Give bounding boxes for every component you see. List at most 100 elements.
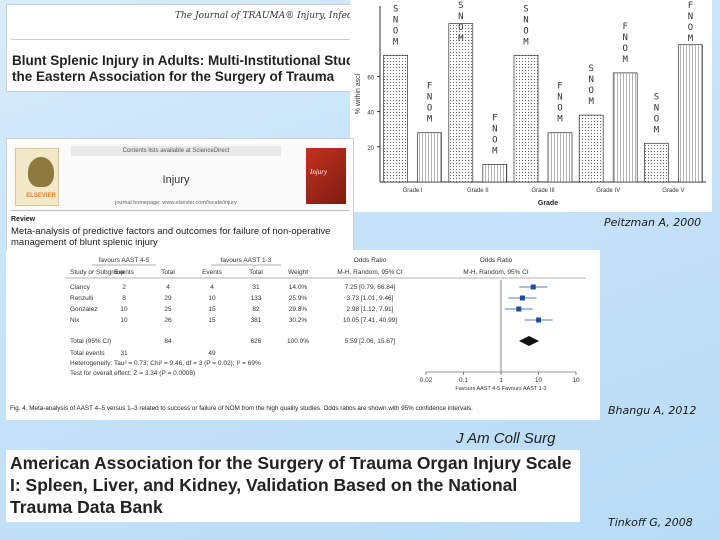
or-axis-tick-label-2: 1 bbox=[499, 377, 503, 384]
row-cell-0-4: 14.0% bbox=[289, 284, 308, 291]
group-a-header: favours AAST 4-5 bbox=[99, 257, 150, 264]
bar-label-letter: M bbox=[458, 34, 464, 44]
row-study-1: Renzulli bbox=[70, 295, 93, 302]
bar-fnom-1 bbox=[482, 164, 508, 183]
bar-label-letter: N bbox=[557, 93, 562, 103]
total-study: Total (95% CI) bbox=[70, 338, 111, 345]
or-header-2: Odds Ratio bbox=[480, 257, 513, 264]
bar-label-letter: F bbox=[688, 1, 693, 11]
column-header-0: Study or Subgroup bbox=[70, 269, 125, 276]
row-cell-3-3: 381 bbox=[251, 317, 262, 324]
bar-label-letter: M bbox=[622, 55, 628, 65]
bar-label-letter: N bbox=[654, 103, 659, 113]
bar-label-letter: M bbox=[523, 37, 529, 47]
bar-label-letter: F bbox=[427, 82, 432, 92]
bar-label-letter: M bbox=[393, 37, 399, 47]
row-study-0: Clancy bbox=[70, 284, 91, 291]
bar-label-letter: M bbox=[588, 97, 594, 107]
bar-label-letter: N bbox=[588, 75, 593, 85]
total-weight: 100.0% bbox=[287, 338, 309, 345]
row-study-2: Gonzalez bbox=[70, 306, 97, 313]
or-axis-tick-label-4: 10 bbox=[572, 377, 580, 384]
or-axis-tick-label-1: 0.1 bbox=[459, 377, 468, 384]
bar-label-letter: O bbox=[654, 114, 659, 124]
caption-bhangu: Bhangu A, 2012 bbox=[608, 404, 697, 417]
or-axis-tick-label-0: 0.02 bbox=[420, 377, 433, 384]
heterogeneity-text: Heterogeneity: Tau² = 0.73; Chi² = 9.46,… bbox=[70, 360, 261, 367]
forest-plot: favours AAST 4-5 favours AAST 1-3 Odds Rat… bbox=[6, 250, 600, 420]
column-header-4: Total bbox=[249, 269, 263, 276]
bar-label-letter: F bbox=[557, 82, 562, 92]
bar-label-letter: N bbox=[492, 124, 497, 134]
bar-label-letter: S bbox=[523, 4, 528, 14]
aast-article-title: American Association for the Surgery of … bbox=[10, 453, 572, 517]
x-axis-label: Grade bbox=[538, 200, 558, 207]
bar-snom-3 bbox=[578, 114, 604, 183]
injury-article-clipping: ELSEVIER Contents lists available at Sci… bbox=[6, 138, 354, 252]
bar-label-letter: F bbox=[492, 113, 497, 123]
bar-label-letter: S bbox=[654, 92, 659, 102]
aast-article-clipping: American Association for the Surgery of … bbox=[6, 450, 580, 522]
bar-label-letter: S bbox=[458, 1, 463, 11]
y-tick-label-1: 40 bbox=[367, 111, 374, 117]
forest-plot-svg: favours AAST 4-5 favours AAST 1-3 Odds Rat… bbox=[10, 257, 586, 412]
bar-fnom-0 bbox=[417, 132, 442, 183]
section-label: Review bbox=[11, 216, 36, 223]
bar-label-letter: O bbox=[588, 86, 593, 96]
figure-caption: Fig. 4. Meta-analysis of AAST 4–5 versus… bbox=[10, 405, 473, 412]
row-cell-0-0: 2 bbox=[122, 284, 126, 291]
row-ci-1: 3.73 [1.01, 9.46] bbox=[347, 295, 394, 302]
contents-line: Contents lists available at ScienceDirec… bbox=[71, 146, 281, 156]
bar-fnom-2 bbox=[547, 132, 573, 183]
bar-snom-0 bbox=[383, 54, 408, 183]
bar-label-letter: N bbox=[688, 12, 693, 22]
row-point-0 bbox=[530, 284, 536, 290]
events-e2: 49 bbox=[208, 350, 216, 357]
bar-fnom-4 bbox=[678, 44, 703, 183]
x-tick-label-1: Grade II bbox=[467, 188, 489, 194]
x-tick-label-0: Grade I bbox=[403, 188, 423, 194]
x-tick-label-3: Grade IV bbox=[596, 188, 620, 194]
bar-fnom-3 bbox=[612, 72, 638, 183]
bar-label-letter: N bbox=[622, 33, 627, 43]
journal-homepage: journal homepage: www.elsevier.com/locat… bbox=[115, 200, 237, 206]
total-ci: 5.59 [2.06, 15.67] bbox=[345, 338, 396, 345]
y-tick-label-0: 20 bbox=[367, 146, 374, 152]
bar-snom-4 bbox=[644, 142, 669, 183]
row-cell-1-4: 25.9% bbox=[289, 295, 308, 302]
row-cell-2-0: 10 bbox=[120, 306, 128, 313]
caption-peitzman: Peitzman A, 2000 bbox=[604, 216, 702, 229]
bar-label-letter: N bbox=[523, 15, 528, 25]
column-header-2: Total bbox=[161, 269, 175, 276]
x-tick-label-2: Grade III bbox=[531, 188, 555, 194]
bar-label-letter: O bbox=[458, 23, 463, 33]
row-cell-0-3: 31 bbox=[252, 284, 260, 291]
bar-label-letter: M bbox=[492, 146, 498, 156]
trauma-article-title: Blunt Splenic Injury in Adults: Multi-In… bbox=[12, 53, 379, 84]
row-point-1 bbox=[519, 295, 525, 301]
bar-label-letter: M bbox=[688, 34, 694, 44]
bar-label-letter: M bbox=[427, 115, 433, 125]
total-diamond bbox=[519, 336, 540, 346]
journal-banner: ELSEVIER Contents lists available at Sci… bbox=[11, 144, 349, 211]
elsevier-logo: ELSEVIER bbox=[15, 148, 59, 206]
elsevier-tree-icon bbox=[28, 157, 54, 187]
bar-label-letter: O bbox=[688, 23, 693, 33]
row-cell-1-1: 29 bbox=[164, 295, 172, 302]
elsevier-label: ELSEVIER bbox=[26, 193, 56, 199]
bar-label-letter: N bbox=[427, 93, 432, 103]
bar-label-letter: O bbox=[492, 135, 497, 145]
bar-snom-2 bbox=[513, 54, 539, 183]
bar-label-letter: O bbox=[393, 26, 398, 36]
total-t2: 626 bbox=[251, 338, 262, 345]
caption-tinkoff: Tinkoff G, 2008 bbox=[608, 516, 693, 529]
group-b-header: favours AAST 1-3 bbox=[221, 257, 272, 264]
